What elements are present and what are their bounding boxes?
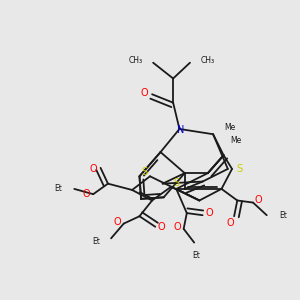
Text: O: O <box>114 217 121 226</box>
Text: O: O <box>226 218 234 228</box>
Text: O: O <box>205 208 213 218</box>
Text: Et: Et <box>93 237 101 246</box>
Text: Me: Me <box>230 136 241 145</box>
Text: O: O <box>141 88 148 98</box>
Text: O: O <box>82 189 90 199</box>
Text: O: O <box>89 164 97 174</box>
Text: S: S <box>236 164 242 174</box>
Text: Et: Et <box>279 211 287 220</box>
Text: Me: Me <box>224 123 236 132</box>
Text: Et: Et <box>192 251 200 260</box>
Text: Et: Et <box>54 184 62 194</box>
Text: O: O <box>158 222 165 232</box>
Text: O: O <box>254 196 262 206</box>
Text: CH₃: CH₃ <box>128 56 142 65</box>
Text: N: N <box>177 125 184 135</box>
Text: O: O <box>173 222 181 232</box>
Text: S: S <box>142 167 148 177</box>
Text: S: S <box>173 178 179 188</box>
Text: CH₃: CH₃ <box>200 56 214 65</box>
